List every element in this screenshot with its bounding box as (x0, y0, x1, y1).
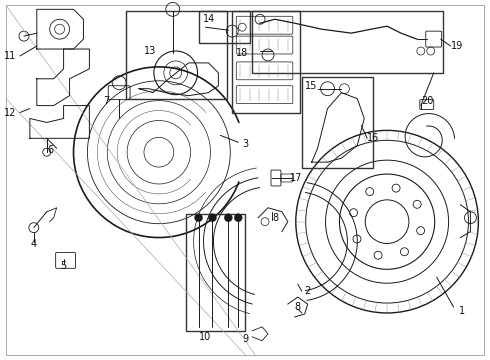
Text: 15: 15 (305, 81, 317, 91)
Circle shape (392, 184, 400, 192)
Text: 7: 7 (103, 96, 109, 105)
Circle shape (416, 227, 425, 235)
Circle shape (349, 209, 358, 217)
Circle shape (208, 214, 217, 222)
Text: 19: 19 (451, 41, 463, 51)
Text: 8: 8 (294, 302, 301, 312)
Bar (186, 214, 245, 331)
Text: 10: 10 (199, 332, 212, 342)
Text: 4: 4 (31, 239, 37, 249)
Text: 12: 12 (3, 108, 16, 117)
Text: 1: 1 (459, 306, 465, 316)
Text: 18: 18 (236, 48, 248, 58)
Text: 3: 3 (242, 139, 248, 149)
Circle shape (234, 214, 242, 222)
Bar (198, 11, 250, 43)
Text: 13: 13 (144, 46, 156, 56)
Circle shape (374, 251, 382, 259)
Bar (126, 11, 227, 99)
Text: 11: 11 (4, 51, 16, 61)
Text: 5: 5 (60, 261, 67, 271)
Circle shape (224, 214, 232, 222)
Text: 9: 9 (242, 334, 248, 344)
Circle shape (195, 214, 202, 222)
Text: 14: 14 (202, 14, 215, 24)
Text: 20: 20 (421, 96, 433, 105)
Text: 2: 2 (305, 286, 311, 296)
Circle shape (400, 248, 409, 256)
Bar (252, 11, 442, 73)
Circle shape (413, 201, 421, 208)
Circle shape (353, 235, 361, 243)
Text: 8: 8 (272, 213, 278, 223)
Text: 17: 17 (290, 173, 302, 183)
Bar (302, 77, 373, 168)
Text: 6: 6 (48, 145, 54, 155)
Text: 16: 16 (367, 133, 379, 143)
Circle shape (366, 188, 374, 195)
Bar (232, 11, 300, 113)
